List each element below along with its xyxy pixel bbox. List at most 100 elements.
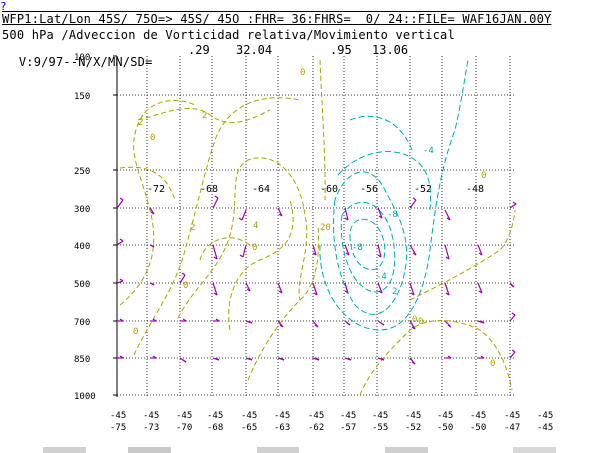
- stat-value: 13.06: [372, 43, 408, 57]
- wind-arrow: [212, 282, 218, 296]
- wind-arrow-head: [315, 357, 320, 361]
- wind-arrow: [377, 282, 383, 294]
- x-lat-label: -45: [470, 411, 486, 421]
- advection-contour-label: 2: [190, 223, 195, 233]
- wind-arrow-head: [213, 256, 218, 260]
- wind-arrow: [377, 207, 383, 219]
- advection-contour: [228, 199, 294, 331]
- y-tick-label: 100: [74, 53, 90, 63]
- wind-arrow-head: [280, 357, 285, 361]
- wind-arrow: [277, 207, 283, 217]
- wind-arrow-head: [511, 349, 516, 353]
- x-lon-label: -50: [437, 423, 453, 433]
- color-strip-cell: [556, 447, 599, 453]
- x-lon-label: -73: [143, 423, 159, 433]
- advection-contour: [359, 320, 513, 396]
- wind-arrow-head: [380, 357, 385, 361]
- vertical-motion-contour: [349, 115, 413, 151]
- y-tick-label: 1000: [74, 392, 96, 402]
- wind-arrow-head: [248, 320, 253, 324]
- wind-arrow-head: [214, 195, 219, 199]
- stats-label: V:9/97--N/X/MN/SD=: [18, 55, 153, 69]
- wind-arrow: [242, 244, 247, 258]
- wind-arrow-head: [478, 290, 483, 294]
- x-lat-label: -45: [308, 411, 324, 421]
- top-lon-label: -56: [360, 184, 378, 195]
- wind-arrow-head: [239, 254, 244, 258]
- x-lon-label: -75: [110, 423, 126, 433]
- color-strip-cell: [42, 447, 86, 453]
- x-lon-label: -55: [372, 423, 388, 433]
- wind-arrow-head: [215, 318, 220, 322]
- wind-arrow-head: [347, 357, 352, 361]
- help-link[interactable]: ?: [0, 0, 7, 13]
- y-tick-label: 400: [74, 242, 90, 252]
- wind-arrow-head: [314, 324, 319, 328]
- wind-arrow-head: [278, 290, 283, 294]
- top-lon-label: -72: [147, 184, 165, 195]
- vertical-motion-contour: [337, 151, 432, 211]
- y-tick-label: 150: [74, 92, 90, 102]
- wind-arrow: [245, 282, 251, 292]
- x-lat-label: -45: [405, 411, 421, 421]
- wind-arrow: [344, 244, 350, 256]
- wind-arrow-head: [346, 322, 351, 326]
- wind-arrow-head: [238, 217, 243, 221]
- wind-arrow: [116, 280, 124, 284]
- wind-arrow-head: [447, 355, 452, 359]
- wind-arrow-head: [445, 292, 450, 296]
- advection-contour-label: 0: [418, 317, 423, 327]
- color-strip-cell: [171, 447, 214, 453]
- x-lat-label: -45: [372, 411, 388, 421]
- wind-arrow-head: [119, 278, 124, 282]
- color-strip-cell: [513, 447, 557, 453]
- wind-arrow: [377, 244, 382, 258]
- wind-arrow-head: [344, 290, 349, 294]
- wind-arrow: [312, 282, 318, 296]
- wind-arrow: [409, 199, 417, 209]
- vertical-motion-contour: [340, 202, 396, 293]
- x-lat-label: -45: [241, 411, 257, 421]
- wind-arrow: [477, 244, 483, 256]
- wind-arrow: [409, 244, 417, 256]
- advection-contour: [119, 166, 176, 201]
- wind-arrow-head: [412, 197, 417, 201]
- advection-contour-label: 2: [138, 118, 143, 128]
- y-tick-label: 500: [74, 280, 90, 290]
- wind-arrow: [212, 197, 219, 209]
- advection-contour-label: 0: [481, 171, 486, 181]
- x-lon-label: -68: [207, 423, 223, 433]
- wind-arrow-head: [119, 355, 124, 359]
- wind-arrow: [409, 282, 415, 296]
- advection-contour: [137, 108, 271, 124]
- wind-arrow-head: [411, 326, 416, 330]
- advection-contour-label: 0: [412, 315, 417, 325]
- color-strip-cell: [342, 447, 386, 453]
- x-lat-label: -45: [176, 411, 192, 421]
- wind-arrow-head: [446, 217, 451, 221]
- wind-arrow-head: [248, 357, 253, 361]
- top-lon-label: -64: [252, 184, 270, 195]
- color-strip: [0, 447, 599, 453]
- wind-arrow: [509, 203, 517, 209]
- wind-arrow-head: [313, 292, 318, 296]
- wind-arrow: [344, 207, 349, 221]
- wind-arrow: [344, 282, 349, 294]
- wind-arrow-head: [182, 359, 187, 363]
- wind-arrow: [509, 351, 516, 359]
- vertical-motion-label: -4: [376, 272, 387, 282]
- color-strip-cell: [470, 447, 514, 453]
- wind-arrow-head: [312, 252, 317, 256]
- color-strip-cell: [299, 447, 343, 453]
- x-lat-label: -45: [143, 411, 159, 421]
- wind-arrow-head: [279, 324, 284, 328]
- x-lon-label: -70: [176, 423, 192, 433]
- wind-arrow-head: [150, 282, 155, 286]
- wind-arrow-head: [510, 284, 515, 288]
- y-tick-label: 300: [74, 205, 90, 215]
- advection-contour-label: 20: [320, 223, 331, 233]
- wind-arrow-head: [447, 324, 452, 328]
- x-lat-label: -45: [110, 411, 126, 421]
- wind-arrow-head: [152, 355, 157, 359]
